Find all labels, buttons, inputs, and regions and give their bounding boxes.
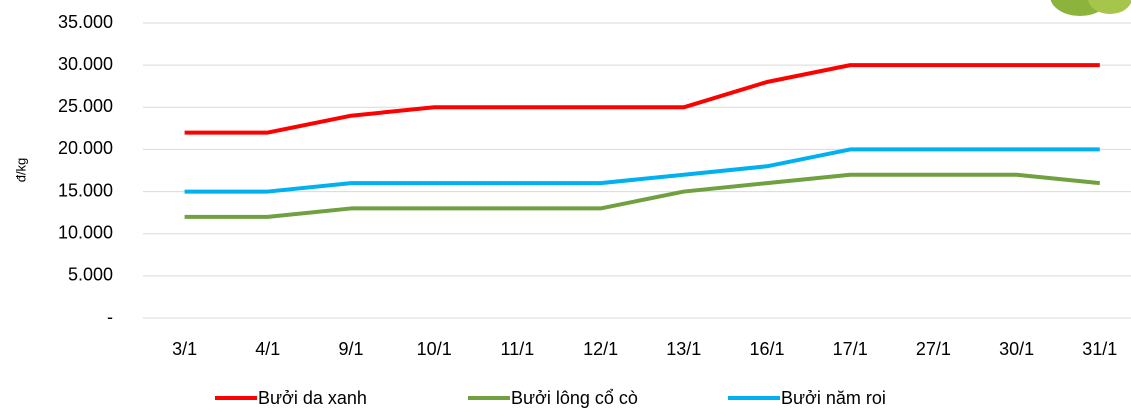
y-axis-title: đ/kg	[13, 158, 28, 183]
x-tick-label: 31/1	[1082, 339, 1117, 359]
series-line	[184, 147, 1100, 194]
x-tick-label: 17/1	[833, 339, 868, 359]
x-tick-label: 4/1	[255, 339, 280, 359]
legend-label: Bưởi lông cổ cò	[511, 388, 638, 408]
y-tick-label: 35.000	[58, 12, 113, 32]
y-tick-label: 5.000	[68, 265, 113, 285]
x-tick-label: 11/1	[501, 339, 535, 359]
x-tick-label: 30/1	[999, 339, 1034, 359]
x-tick-label: 16/1	[749, 339, 784, 359]
x-tick-label: 12/1	[583, 339, 618, 359]
y-tick-label: 25.000	[58, 96, 113, 116]
y-tick-label: 15.000	[58, 180, 113, 200]
y-tick-label: 10.000	[58, 222, 113, 242]
legend-label: Bưởi năm roi	[781, 388, 886, 408]
x-tick-label: 27/1	[916, 339, 951, 359]
x-tick-label: 3/1	[172, 339, 197, 359]
x-tick-label: 10/1	[417, 339, 452, 359]
y-tick-label: 30.000	[58, 54, 113, 74]
legend-label: Bưởi da xanh	[258, 388, 367, 408]
y-tick-label: 20.000	[58, 138, 113, 158]
series-line	[184, 63, 1100, 135]
x-tick-label: 9/1	[338, 339, 363, 359]
y-tick-label: -	[107, 307, 113, 327]
series-line	[184, 172, 1101, 219]
logo	[1088, 0, 1131, 14]
x-tick-label: 13/1	[666, 339, 701, 359]
